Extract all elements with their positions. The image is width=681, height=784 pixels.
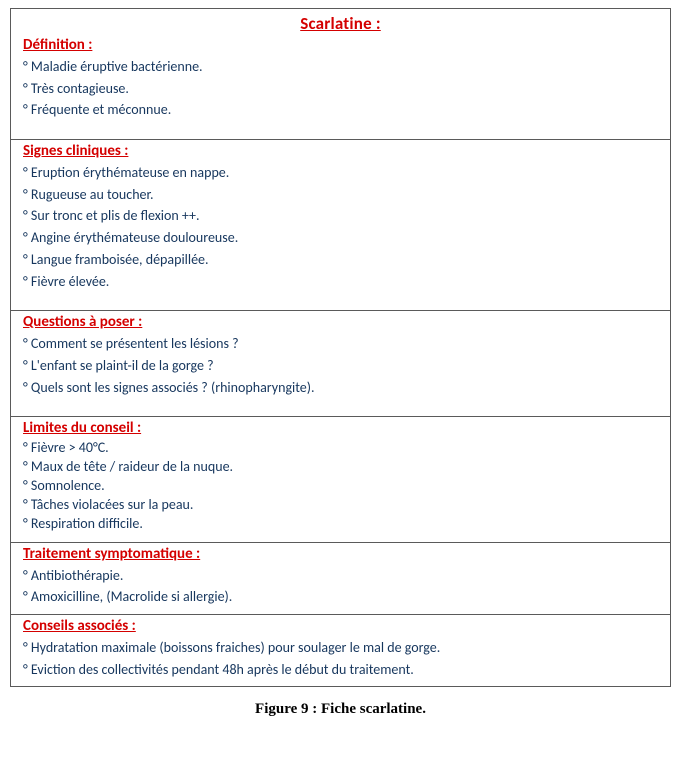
list-item: Quels sont les signes associés ? (rhinop… bbox=[23, 377, 658, 399]
section-items: Comment se présentent les lésions ?L'enf… bbox=[11, 333, 670, 416]
card-title: Scarlatine : bbox=[300, 13, 381, 34]
section-items: Fièvre > 40°C.Maux de tête / raideur de … bbox=[11, 439, 670, 541]
section-items: Hydratation maximale (boissons fraiches)… bbox=[11, 637, 670, 686]
list-item: Angine érythémateuse douloureuse. bbox=[23, 227, 658, 249]
section-items: Eruption érythémateuse en nappe.Rugueuse… bbox=[11, 162, 670, 310]
list-item: Comment se présentent les lésions ? bbox=[23, 333, 658, 355]
section-heading: Conseils associés : bbox=[11, 615, 670, 637]
list-item: Langue framboisée, dépapillée. bbox=[23, 249, 658, 271]
section-heading: Signes cliniques : bbox=[11, 140, 670, 162]
section: Questions à poser :Comment se présentent… bbox=[11, 310, 670, 416]
section-heading: Limites du conseil : bbox=[11, 417, 670, 439]
section-items: Maladie éruptive bactérienne.Très contag… bbox=[11, 56, 670, 139]
section: Signes cliniques :Eruption érythémateuse… bbox=[11, 139, 670, 310]
section: Limites du conseil :Fièvre > 40°C.Maux d… bbox=[11, 416, 670, 541]
list-item: Respiration difficile. bbox=[23, 515, 658, 534]
list-item: L'enfant se plaint-il de la gorge ? bbox=[23, 355, 658, 377]
section-heading: Traitement symptomatique : bbox=[11, 543, 670, 565]
list-item: Eruption érythémateuse en nappe. bbox=[23, 162, 658, 184]
list-item: Somnolence. bbox=[23, 477, 658, 496]
list-item: Fièvre élevée. bbox=[23, 271, 658, 293]
list-item: Tâches violacées sur la peau. bbox=[23, 496, 658, 515]
list-item: Maux de tête / raideur de la nuque. bbox=[23, 458, 658, 477]
section-items: Antibiothérapie.Amoxicilline, (Macrolide… bbox=[11, 565, 670, 614]
list-item: Amoxicilline, (Macrolide si allergie). bbox=[23, 586, 658, 608]
section: Traitement symptomatique :Antibiothérapi… bbox=[11, 542, 670, 614]
figure-caption: Figure 9 : Fiche scarlatine. bbox=[10, 701, 671, 718]
section: Scarlatine :Définition :Maladie éruptive… bbox=[11, 9, 670, 139]
list-item: Antibiothérapie. bbox=[23, 565, 658, 587]
list-item: Sur tronc et plis de flexion ++. bbox=[23, 205, 658, 227]
section: Conseils associés :Hydratation maximale … bbox=[11, 614, 670, 686]
list-item: Fièvre > 40°C. bbox=[23, 439, 658, 458]
list-item: Hydratation maximale (boissons fraiches)… bbox=[23, 637, 658, 659]
section-heading: Questions à poser : bbox=[11, 311, 670, 333]
list-item: Fréquente et méconnue. bbox=[23, 99, 658, 121]
list-item: Eviction des collectivités pendant 48h a… bbox=[23, 659, 658, 681]
list-item: Rugueuse au toucher. bbox=[23, 184, 658, 206]
section-heading: Définition : bbox=[11, 34, 670, 56]
list-item: Très contagieuse. bbox=[23, 78, 658, 100]
list-item: Maladie éruptive bactérienne. bbox=[23, 56, 658, 78]
info-card: Scarlatine :Définition :Maladie éruptive… bbox=[10, 8, 671, 687]
card-title-row: Scarlatine : bbox=[11, 9, 670, 34]
